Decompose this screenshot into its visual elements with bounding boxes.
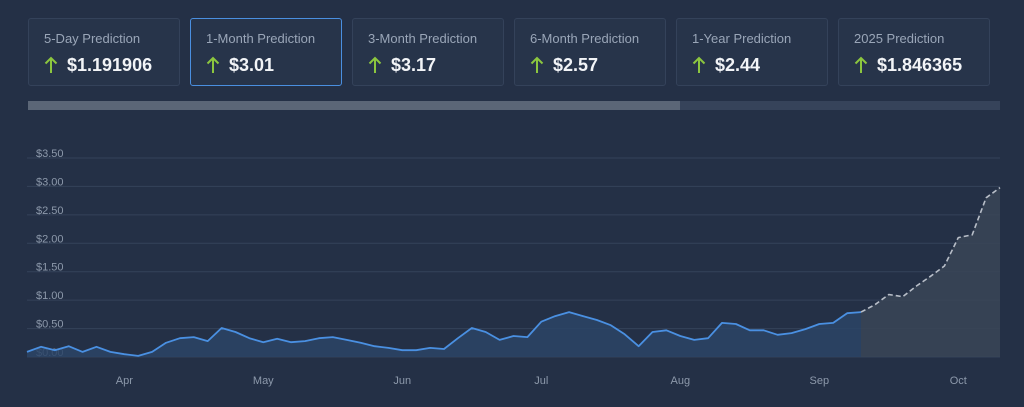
card-value: $3.17: [391, 55, 437, 75]
line: [860, 186, 1001, 313]
card-label: 1-Month Prediction: [206, 31, 316, 46]
card-label: 6-Month Prediction: [530, 31, 640, 46]
x-tick-label: Aug: [671, 375, 691, 387]
up-arrow: [854, 56, 868, 73]
prediction-card[interactable]: 5-Day Prediction $1.191906: [28, 18, 180, 86]
card-label: 1-Year Prediction: [692, 31, 792, 46]
card-label: 5-Day Prediction: [44, 31, 141, 46]
up-arrow: [530, 56, 544, 73]
y-tick-label: $1.50: [36, 262, 64, 274]
up-arrow: [692, 56, 706, 73]
y-tick-label: $2.00: [36, 233, 64, 245]
x-tick-label: May: [253, 375, 274, 387]
card-label: 3-Month Prediction: [368, 31, 478, 46]
y-tick-label: $0.50: [36, 319, 64, 331]
y-tick-label: $3.00: [36, 176, 64, 188]
card-value: $2.44: [715, 55, 761, 75]
prediction-card[interactable]: 1-Month Prediction $3.01: [190, 18, 342, 86]
x-tick-label: Sep: [810, 375, 830, 387]
y-tick-label: $1.00: [36, 290, 64, 302]
scrollbar-thumb[interactable]: [28, 101, 680, 110]
scrollbar[interactable]: [28, 101, 1000, 110]
prediction-card[interactable]: 3-Month Prediction $3.17: [352, 18, 504, 86]
card-label: 2025 Prediction: [854, 31, 945, 46]
card-value: $1.846365: [877, 55, 963, 75]
prediction-card[interactable]: 2025 Prediction $1.846365: [838, 18, 990, 86]
prediction-card[interactable]: 1-Year Prediction $2.44: [676, 18, 828, 86]
card-value: $3.01: [229, 55, 275, 75]
area: [27, 312, 861, 357]
up-arrow: [206, 56, 220, 73]
chart: $0.00$0.50$1.00$1.50$2.00$2.50$3.00$3.50…: [26, 148, 1001, 387]
card-value: $2.57: [553, 55, 599, 75]
x-tick-label: Oct: [950, 375, 967, 387]
up-arrow: [44, 56, 58, 73]
y-tick-label: $3.50: [36, 148, 64, 160]
x-tick-label: Jun: [393, 375, 411, 387]
up-arrow: [368, 56, 382, 73]
x-tick-label: Jul: [534, 375, 548, 387]
y-tick-label: $2.50: [36, 205, 64, 217]
x-tick-label: Apr: [116, 375, 133, 387]
card-value: $1.191906: [67, 55, 153, 75]
prediction-card[interactable]: 6-Month Prediction $2.57: [514, 18, 666, 86]
line: [26, 311, 862, 357]
area: [861, 187, 1000, 357]
